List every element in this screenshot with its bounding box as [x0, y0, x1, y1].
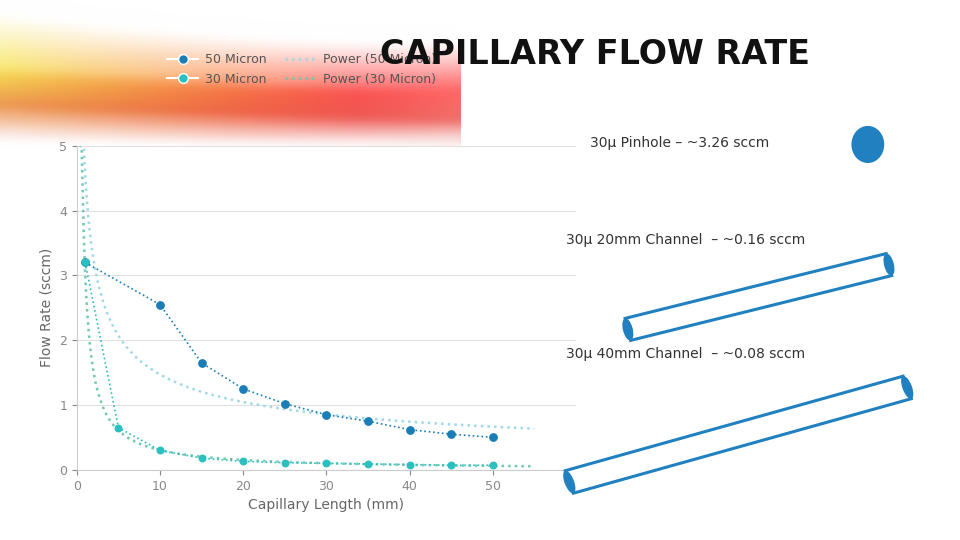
X-axis label: Capillary Length (mm): Capillary Length (mm) [249, 498, 404, 512]
Y-axis label: Flow Rate (sccm): Flow Rate (sccm) [39, 248, 54, 367]
Point [319, 459, 334, 468]
Polygon shape [565, 376, 911, 493]
Point [235, 457, 251, 465]
Point [360, 460, 375, 468]
Ellipse shape [852, 126, 884, 163]
Point [110, 423, 126, 432]
Point [277, 458, 293, 467]
Legend: 50 Micron, 30 Micron, Power (50 Micron), Power (30 Micron): 50 Micron, 30 Micron, Power (50 Micron),… [162, 49, 441, 91]
Point [153, 446, 168, 455]
Point [194, 454, 209, 462]
Text: CAPILLARY FLOW RATE: CAPILLARY FLOW RATE [380, 37, 810, 71]
Point [78, 258, 93, 267]
Point [194, 359, 209, 367]
Point [402, 460, 418, 469]
Point [235, 384, 251, 393]
Ellipse shape [883, 254, 895, 275]
Point [319, 410, 334, 419]
Point [402, 426, 418, 434]
Ellipse shape [622, 319, 634, 340]
Text: 30μ 40mm Channel  – ~0.08 sccm: 30μ 40mm Channel – ~0.08 sccm [566, 347, 805, 361]
Ellipse shape [901, 376, 913, 399]
Ellipse shape [564, 471, 575, 493]
Point [360, 417, 375, 426]
Polygon shape [625, 254, 892, 340]
Point [485, 433, 500, 442]
Text: 30μ Pinhole – ~3.26 sccm: 30μ Pinhole – ~3.26 sccm [590, 136, 770, 150]
Text: 30μ 20mm Channel  – ~0.16 sccm: 30μ 20mm Channel – ~0.16 sccm [566, 233, 805, 247]
Point [78, 258, 93, 267]
Point [444, 461, 459, 470]
Point [277, 400, 293, 408]
Point [153, 300, 168, 309]
Point [444, 430, 459, 438]
Point [485, 461, 500, 470]
